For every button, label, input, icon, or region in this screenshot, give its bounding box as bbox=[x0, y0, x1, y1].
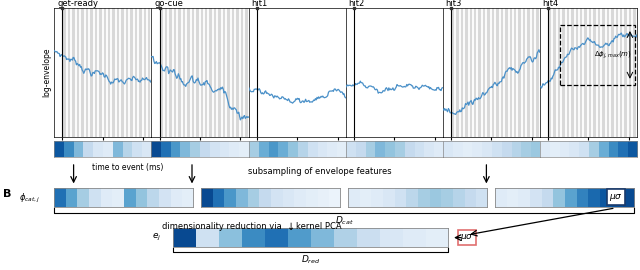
Text: ↓: ↓ bbox=[287, 222, 295, 232]
Bar bbox=[560, 25, 635, 85]
Text: $D_{red}$: $D_{red}$ bbox=[301, 254, 320, 266]
Text: $\phi_{cat,j}$: $\phi_{cat,j}$ bbox=[19, 192, 40, 205]
Y-axis label: log-envelope: log-envelope bbox=[43, 48, 52, 97]
Text: $D_{cat}$: $D_{cat}$ bbox=[335, 215, 353, 227]
Text: B: B bbox=[3, 189, 12, 199]
Text: go-cue: go-cue bbox=[154, 0, 183, 8]
Text: $\Delta\phi_{j,max}(m)$: $\Delta\phi_{j,max}(m)$ bbox=[595, 49, 632, 60]
Text: $\mu\sigma$: $\mu\sigma$ bbox=[460, 232, 474, 243]
Text: dimensionality reduction via: dimensionality reduction via bbox=[162, 222, 282, 231]
Text: subsampling of envelope features: subsampling of envelope features bbox=[248, 167, 392, 176]
Text: $\mu\sigma$: $\mu\sigma$ bbox=[609, 192, 623, 202]
Text: kernel PCA: kernel PCA bbox=[296, 222, 341, 231]
Text: hit3: hit3 bbox=[445, 0, 462, 8]
Text: $e_j$: $e_j$ bbox=[152, 232, 161, 243]
Text: hit2: hit2 bbox=[349, 0, 365, 8]
Text: hit4: hit4 bbox=[543, 0, 559, 8]
Text: hit1: hit1 bbox=[252, 0, 268, 8]
Text: get-ready: get-ready bbox=[58, 0, 99, 8]
Text: time to event (ms): time to event (ms) bbox=[92, 163, 164, 172]
